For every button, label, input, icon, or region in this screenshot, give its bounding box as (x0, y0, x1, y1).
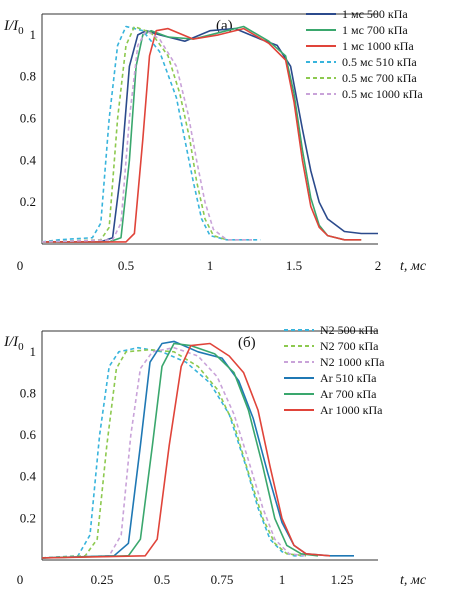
y-tick-label: 0.6 (20, 111, 37, 126)
legend: N2 500 кПа N2 700 кПа N2 1000 кПа Ar 510 кП… (284, 323, 385, 417)
x-tick-label: 0.25 (91, 572, 114, 587)
y-axis-label: I/I0 (3, 18, 24, 37)
x-tick-label: 0.75 (211, 572, 234, 587)
legend-label-1: N2 500 кПа (320, 323, 379, 337)
y-tick-label: 0.8 (20, 385, 36, 400)
y-tick-label: 0.2 (20, 510, 36, 525)
x-tick-label: 0 (17, 572, 24, 587)
x-tick-label: 0.5 (154, 572, 170, 587)
x-tick-label: 0.5 (118, 258, 134, 273)
x-tick-label: 1.5 (286, 258, 302, 273)
y-tick-label: 0.4 (20, 469, 37, 484)
series-line-1 (42, 27, 378, 243)
chart-panel-1: 0.20.40.60.810 0.5 1 1.5 2 t, мсI/I0 (a)1 мс 5… (3, 7, 427, 274)
x-tick-label: 1 (279, 572, 286, 587)
y-axis-label-sub: 0 (18, 341, 24, 353)
series-line-2 (42, 25, 362, 243)
legend-label-3: N2 1000 кПа (320, 355, 385, 369)
x-tick-label: 1 (207, 258, 214, 273)
series-line-5 (41, 342, 319, 559)
legend-label-3: 1 мс 1000 кПа (342, 39, 414, 53)
y-tick-label: 0.2 (20, 194, 36, 209)
x-tick-label: 1.25 (331, 572, 354, 587)
x-axis-label: t, мс (400, 259, 427, 274)
legend-label-2: N2 700 кПа (320, 339, 379, 353)
series-line-3 (42, 27, 362, 243)
series-line-4 (41, 340, 354, 559)
series-line-6 (41, 342, 331, 559)
legend-label-6: Ar 1000 кПа (320, 403, 383, 417)
legend-label-6: 0.5 мс 1000 кПа (342, 87, 423, 101)
y-axis-label: I/I0 (3, 334, 24, 353)
series-line-5 (41, 25, 252, 243)
y-tick-label: 0.8 (20, 69, 36, 84)
y-tick-label: 0.4 (20, 152, 37, 167)
y-tick-label: 1 (30, 27, 37, 42)
x-axis-label: t, мс (400, 573, 427, 588)
panel-label: (б) (238, 335, 256, 351)
y-axis-label-main: I/I (3, 334, 19, 350)
x-tick-label: 0 (17, 258, 24, 273)
y-axis-label-main: I/I (3, 18, 19, 34)
legend-label-2: 1 мс 700 кПа (342, 23, 408, 37)
legend-label-5: Ar 700 кПа (320, 387, 377, 401)
series-line-4 (41, 25, 261, 243)
legend-label-5: 0.5 мс 700 кПа (342, 71, 417, 85)
legend-label-4: 0.5 мс 510 кПа (342, 55, 417, 69)
legend: 1 мс 500 кПа 1 мс 700 кПа 1 мс 1000 кПа 0.5… (306, 7, 423, 101)
chart-panel-2: 0.20.40.60.810 0.25 0.5 0.75 1 1.25 t, мсI/I0(… (3, 323, 427, 588)
y-tick-label: 0.6 (20, 427, 37, 442)
series-line-6 (41, 29, 252, 243)
series-line-2 (41, 348, 307, 559)
y-axis-label-sub: 0 (18, 25, 24, 37)
y-tick-label: 1 (30, 344, 37, 359)
legend-label-4: Ar 510 кПа (320, 371, 377, 385)
series-line-1 (41, 346, 306, 559)
legend-label-1: 1 мс 500 кПа (342, 7, 408, 21)
x-tick-label: 2 (375, 258, 382, 273)
